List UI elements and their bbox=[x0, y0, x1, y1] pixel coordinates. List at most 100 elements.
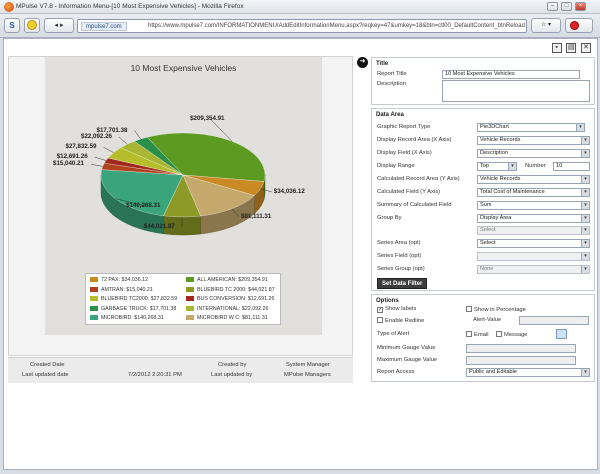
calc-record-area-select[interactable]: Vehicle Records ▾ bbox=[477, 175, 590, 184]
back-forward-button[interactable]: ◂ ▸ bbox=[44, 18, 74, 33]
series-area-select[interactable]: Select ▾ bbox=[477, 239, 590, 248]
legend-swatch bbox=[186, 286, 194, 292]
save-icon[interactable]: ▪ bbox=[551, 43, 562, 53]
legend-label: BUS CONVERSION: $12,691.26 bbox=[197, 296, 275, 303]
pie-value-label: $34,036.12 bbox=[273, 188, 305, 195]
graphic-report-type-label: Graphic Report Type bbox=[377, 124, 431, 130]
display-range-select[interactable]: Top ▾ bbox=[477, 162, 517, 171]
page-content: ▪ ▤ ✕ 10 Most Expensive Vehicles $209,35… bbox=[3, 38, 598, 470]
last-updated-date-label: Last updated date bbox=[22, 372, 69, 378]
title-section-heading: Title bbox=[376, 61, 389, 67]
bookmark-star-icon[interactable]: ☆ ▾ bbox=[531, 18, 561, 33]
show-percentage-option[interactable]: Show in Percentage bbox=[466, 306, 526, 313]
legend-item: BLUEBIRD TC2000: $27,832.59 bbox=[90, 296, 177, 302]
calc-field-select[interactable]: Total Cost of Maintenance ▾ bbox=[477, 188, 590, 197]
pie-value-label: $140,268.31 bbox=[126, 202, 161, 209]
alert-value-input[interactable] bbox=[519, 316, 589, 325]
email-checkbox[interactable] bbox=[466, 331, 472, 337]
pie-leader-line bbox=[134, 130, 141, 140]
description-textarea[interactable] bbox=[442, 80, 590, 102]
pie-leader-line bbox=[118, 136, 128, 145]
addon-icon[interactable] bbox=[565, 18, 593, 33]
message-option[interactable]: Message bbox=[496, 331, 528, 338]
pie-leader-line bbox=[209, 118, 233, 142]
top-icons: ▪ ▤ ✕ bbox=[549, 43, 591, 55]
group-by-secondary-select[interactable]: Select ▾ bbox=[477, 226, 590, 235]
enable-redline-checkbox[interactable] bbox=[377, 317, 383, 323]
minimize-icon[interactable]: – bbox=[547, 2, 558, 11]
legend-label: INTERNATIONAL: $22,092.26 bbox=[197, 305, 269, 312]
collapse-arrow-icon[interactable]: ➜ bbox=[357, 57, 368, 68]
report-title-input[interactable]: 10 Most Expensive Vehicles bbox=[442, 70, 580, 79]
legend-item: MICROBIRD W C: $81,111.31 bbox=[186, 315, 268, 321]
max-gauge-label: Maximum Gauge Value bbox=[377, 357, 438, 363]
legend-label: MICROBIRD W C: $81,111.31 bbox=[197, 315, 268, 322]
display-record-area-select[interactable]: Vehicle Records ▾ bbox=[477, 136, 590, 145]
settings-panel: Title Report Title 10 Most Expensive Veh… bbox=[371, 57, 595, 402]
legend-swatch bbox=[186, 315, 194, 321]
last-updated-by: MPulse Managers bbox=[284, 372, 331, 378]
window-titlebar: MPulse V7.8 - Information Menu-[10 Most … bbox=[0, 0, 600, 14]
legend-swatch bbox=[90, 277, 98, 282]
data-area-section: Data Area Graphic Report Type Pie3DChart… bbox=[371, 108, 595, 291]
pie-value-label: $27,832.59 bbox=[65, 143, 97, 151]
created-by-label: Created by bbox=[218, 362, 247, 368]
show-labels-checkbox[interactable]: ✓ bbox=[377, 307, 383, 313]
close-icon[interactable]: ✕ bbox=[581, 43, 591, 53]
s-toolbar-icon[interactable]: S bbox=[4, 18, 20, 33]
legend-item: MICROBIRD: $140,268.31 bbox=[90, 315, 164, 321]
series-group-select[interactable]: None ▾ bbox=[477, 265, 590, 274]
close-window-icon[interactable]: × bbox=[575, 2, 586, 11]
chart-legend: 72 PAX: $34,036.12 AMTRAN: $15,040.21 BLUE… bbox=[85, 273, 281, 325]
url-bar[interactable]: mpulse7.com https://www.mpulse7.com/INFO… bbox=[77, 19, 527, 33]
record-info-footer: Created Date Last updated date 7/2/2012 … bbox=[8, 357, 353, 383]
pie-slice bbox=[134, 137, 184, 176]
max-gauge-input[interactable] bbox=[466, 356, 576, 365]
url-text[interactable]: https://www.mpulse7.com/INFORMATIONMENU/… bbox=[148, 23, 525, 29]
chart-area: 10 Most Expensive Vehicles $209,354.91 $3… bbox=[45, 57, 322, 335]
pie-slice bbox=[182, 174, 255, 217]
display-field-select[interactable]: Description ▾ bbox=[477, 149, 590, 158]
pie-leader-line bbox=[94, 156, 107, 161]
last-updated-date: 7/2/2012 2:20:31 PM bbox=[128, 372, 182, 378]
created-by: System Manager bbox=[286, 362, 330, 368]
graphic-report-type-select[interactable]: Pie3DChart ▾ bbox=[477, 123, 585, 132]
pie-value-label: $81,111.31 bbox=[241, 212, 272, 220]
print-icon[interactable]: ▤ bbox=[566, 43, 577, 53]
pie-value-label: $209,354.91 bbox=[190, 114, 225, 122]
enable-redline-option[interactable]: Enable Redline bbox=[377, 317, 424, 324]
report-access-select[interactable]: Public and Editable ▾ bbox=[466, 368, 590, 377]
options-heading: Options bbox=[376, 298, 399, 304]
message-checkbox[interactable] bbox=[496, 331, 502, 337]
legend-swatch bbox=[90, 296, 98, 302]
number-input[interactable]: 10 bbox=[553, 162, 590, 171]
site-identity[interactable]: mpulse7.com bbox=[81, 22, 127, 31]
pie-leader-line bbox=[231, 208, 240, 217]
series-field-select[interactable]: ▾ bbox=[477, 252, 590, 261]
legend-label: MICROBIRD: $140,268.31 bbox=[101, 315, 164, 322]
legend-item: ALL AMERICAN: $209,354.91 bbox=[186, 277, 268, 283]
group-by-select[interactable]: Display Area ▾ bbox=[477, 214, 590, 223]
pie-value-label: $22,092.26 bbox=[81, 132, 112, 140]
chart-panel: 10 Most Expensive Vehicles $209,354.91 $3… bbox=[8, 56, 353, 356]
email-option[interactable]: Email bbox=[466, 331, 489, 338]
created-date-label: Created Date bbox=[30, 362, 65, 368]
summary-select[interactable]: Sum ▾ bbox=[477, 201, 590, 210]
min-gauge-input[interactable] bbox=[466, 344, 576, 353]
browser-navbar: S ◂ ▸ mpulse7.com https://www.mpulse7.co… bbox=[0, 14, 600, 38]
pie-leader-line bbox=[260, 188, 272, 193]
last-updated-by-label: Last updated by bbox=[211, 372, 253, 378]
legend-swatch bbox=[90, 286, 98, 292]
pie-value-label: $17,701.38 bbox=[96, 126, 128, 134]
alert-settings-icon[interactable] bbox=[556, 329, 567, 339]
legend-swatch bbox=[186, 296, 194, 302]
calc-record-area-label: Calculated Record Area (Y Axis) bbox=[377, 176, 460, 182]
show-percentage-checkbox[interactable] bbox=[466, 306, 472, 312]
legend-swatch bbox=[90, 315, 98, 321]
smiley-toolbar-icon[interactable] bbox=[24, 18, 40, 33]
legend-swatch bbox=[186, 277, 194, 282]
show-labels-option[interactable]: ✓ Show labels bbox=[377, 306, 417, 313]
legend-item: GARBAGE TRUCK: $17,701.38 bbox=[90, 305, 176, 312]
maximize-icon[interactable]: □ bbox=[561, 2, 572, 11]
set-data-filter-button[interactable]: Set Data Filter bbox=[377, 278, 428, 289]
